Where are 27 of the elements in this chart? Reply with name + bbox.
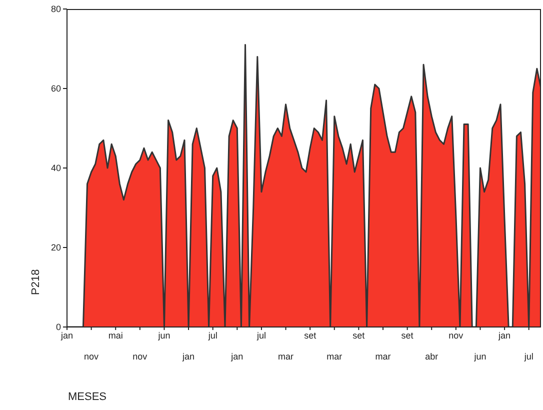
x-tick-label: mar bbox=[278, 351, 294, 362]
x-tick-label: mar bbox=[326, 351, 342, 362]
y-axis-title: P218 bbox=[30, 269, 42, 295]
y-tick-label: 80 bbox=[50, 4, 61, 14]
x-tick-label: abr bbox=[425, 351, 438, 362]
y-tick-label: 0 bbox=[56, 322, 61, 332]
x-tick-label: jun bbox=[473, 351, 486, 362]
x-tick-label: jan bbox=[498, 330, 511, 340]
x-tick-label: mar bbox=[375, 351, 391, 362]
y-tick-label: 20 bbox=[50, 242, 61, 253]
x-tick-label: jan bbox=[182, 351, 195, 362]
x-tick-label: nov bbox=[132, 351, 148, 362]
x-tick-label: jan bbox=[230, 351, 244, 362]
x-tick-label: nov bbox=[448, 330, 464, 340]
x-tick-label: jul bbox=[207, 330, 218, 340]
x-tick-label: nov bbox=[84, 351, 100, 362]
x-tick-label: jul bbox=[256, 330, 266, 340]
x-tick-label: jan bbox=[60, 330, 74, 340]
x-tick-label: mai bbox=[108, 330, 123, 340]
y-tick-label: 40 bbox=[50, 163, 61, 174]
x-axis-title: MESES bbox=[68, 391, 107, 403]
y-tick-label: 60 bbox=[50, 84, 61, 94]
x-tick-label: jun bbox=[157, 330, 170, 340]
x-tick-label: set bbox=[304, 330, 317, 340]
x-tick-label: jul bbox=[523, 351, 534, 362]
x-tick-label: set bbox=[401, 330, 414, 340]
x-tick-label: set bbox=[352, 330, 366, 340]
